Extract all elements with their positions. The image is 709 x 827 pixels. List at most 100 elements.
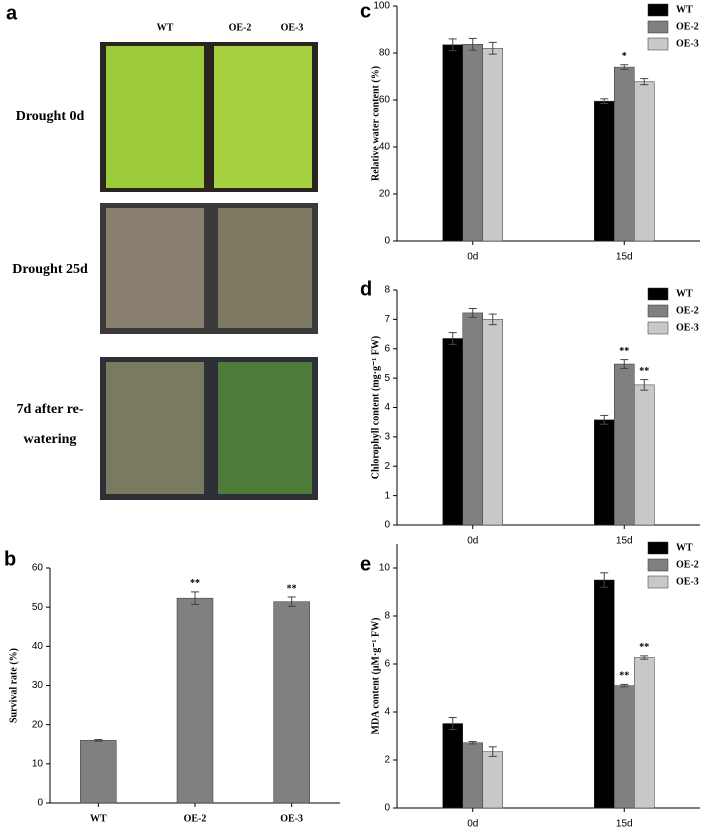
y-tick-label: 20	[32, 719, 44, 730]
bar	[594, 579, 615, 809]
y-tick-label: 60	[32, 563, 44, 574]
significance: **	[639, 366, 649, 377]
significance: *	[622, 51, 627, 62]
y-tick-label: 4	[384, 402, 390, 413]
y-tick-label: 0	[384, 803, 390, 814]
bar	[634, 384, 655, 526]
y-tick-label: 80	[379, 48, 391, 59]
legend-label: OE-3	[676, 576, 699, 587]
bar	[614, 66, 635, 242]
y-tick-label: 8	[384, 285, 390, 296]
bar	[273, 601, 310, 804]
legend-swatch	[647, 287, 669, 301]
y-tick-label: 1	[384, 490, 390, 501]
bar	[442, 723, 463, 809]
x-tick-label: OE-3	[280, 813, 303, 824]
legend-swatch	[647, 541, 669, 555]
significance: **	[619, 671, 629, 682]
bar	[634, 81, 655, 242]
y-tick-label: 3	[384, 432, 390, 443]
legend-swatch	[647, 37, 669, 51]
x-tick-label: WT	[90, 813, 107, 824]
significance: **	[639, 642, 649, 653]
legend-label: WT	[676, 288, 693, 299]
column-label: OE-3	[281, 22, 304, 33]
y-tick-label: 6	[384, 659, 390, 670]
row-label: Drought 25d	[12, 262, 88, 277]
y-tick-label: 2	[384, 461, 390, 472]
panel-label: b	[4, 548, 16, 570]
bar	[462, 742, 483, 809]
photo	[100, 203, 318, 334]
photo	[100, 357, 318, 500]
bar	[482, 48, 503, 242]
bar	[462, 312, 483, 526]
y-tick-label: 10	[379, 563, 391, 574]
bar	[482, 751, 503, 809]
y-tick-label: 20	[379, 189, 391, 200]
x-tick-label: 15d	[616, 819, 633, 827]
legend-label: OE-3	[676, 38, 699, 49]
x-tick-label: 0d	[467, 252, 478, 263]
bar	[80, 740, 117, 804]
x-tick-label: OE-2	[184, 813, 207, 824]
legend-label: WT	[676, 4, 693, 15]
bar	[176, 597, 214, 804]
y-tick-label: 5	[384, 373, 390, 384]
significance: **	[190, 578, 200, 589]
bar	[594, 100, 615, 242]
y-tick-label: 0	[384, 236, 390, 247]
y-tick-label: 10	[32, 758, 44, 769]
row-label: Drought 0d	[15, 109, 85, 124]
y-tick-label: 0	[384, 520, 390, 531]
legend-label: WT	[676, 542, 693, 553]
significance: **	[287, 583, 297, 594]
y-tick-label: 100	[373, 1, 390, 12]
y-tick-label: 6	[384, 343, 390, 354]
column-label: OE-2	[229, 22, 252, 33]
y-axis-label: MDA content (μM·g⁻¹ FW)	[370, 618, 381, 735]
row-label: 7d after re-watering	[16, 402, 84, 447]
bar	[614, 685, 635, 809]
y-tick-label: 4	[384, 707, 390, 718]
y-tick-label: 60	[379, 95, 391, 106]
bar	[482, 319, 503, 526]
y-tick-label: 30	[32, 680, 44, 691]
legend-swatch	[647, 20, 669, 34]
bar	[442, 44, 463, 242]
bar	[442, 338, 463, 526]
y-tick-label: 40	[379, 142, 391, 153]
legend-swatch	[647, 304, 669, 318]
legend-label: OE-2	[676, 305, 699, 316]
legend-label: OE-3	[676, 322, 699, 333]
y-tick-label: 2	[384, 755, 390, 766]
y-axis-label: Survival rate (%)	[8, 648, 19, 723]
legend-swatch	[647, 575, 669, 589]
bar	[614, 363, 635, 526]
y-tick-label: 0	[37, 798, 43, 809]
panel-label: e	[360, 553, 371, 575]
panel-label: a	[6, 2, 18, 24]
y-tick-label: 50	[32, 602, 44, 613]
legend-swatch	[647, 3, 669, 17]
y-tick-label: 40	[32, 641, 44, 652]
y-tick-label: 7	[384, 314, 390, 325]
y-axis-label: Chlorophyll content (mg·g⁻¹ FW)	[370, 336, 381, 479]
y-axis-label: Relative water content (%)	[370, 66, 381, 181]
x-tick-label: 0d	[467, 536, 478, 547]
legend-swatch	[647, 321, 669, 335]
x-tick-label: 0d	[467, 819, 478, 827]
photo	[100, 42, 318, 192]
bar	[462, 44, 483, 242]
y-tick-label: 8	[384, 611, 390, 622]
column-label: WT	[157, 22, 174, 33]
x-tick-label: 15d	[616, 536, 633, 547]
legend-swatch	[647, 558, 669, 572]
bar	[634, 657, 655, 809]
panel-label: c	[360, 0, 371, 22]
legend-label: OE-2	[676, 559, 699, 570]
x-tick-label: 15d	[616, 252, 633, 263]
legend-label: OE-2	[676, 21, 699, 32]
